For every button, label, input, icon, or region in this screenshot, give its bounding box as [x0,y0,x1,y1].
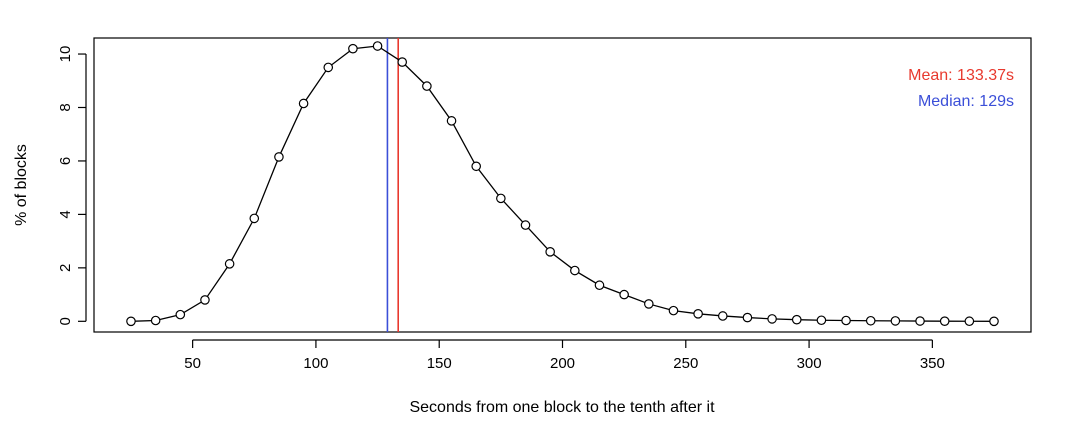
legend-median-label: Median: 129s [918,93,1014,110]
y-tick-label: 6 [57,157,74,165]
y-tick-label: 4 [57,210,74,218]
y-axis: 0 2 4 6 8 10 [57,46,87,325]
data-point [224,259,235,269]
data-point [397,57,408,67]
y-tick-label: 2 [57,264,74,272]
x-tick-label: 50 [184,355,201,372]
plot-frame [93,37,1032,333]
data-point [298,98,309,109]
data-point [717,311,728,321]
data-point [939,316,950,326]
data-point [520,220,531,230]
series-group [126,41,999,327]
x-tick-label: 200 [550,355,575,372]
data-point [865,315,876,326]
x-tick-label: 300 [797,355,822,372]
x-axis-label: Seconds from one block to the tenth afte… [409,399,715,416]
data-point [964,316,975,327]
x-tick-label: 100 [303,355,328,372]
data-point [372,41,383,51]
data-point [767,314,777,324]
x-tick-label: 250 [673,355,698,372]
data-point [644,299,654,309]
y-axis-label: % of blocks [13,144,30,226]
data-point [668,305,679,316]
data-point [742,312,753,323]
data-point [594,280,605,291]
data-point [274,152,284,162]
data-point [348,43,358,54]
data-point [545,247,555,257]
data-point [249,213,260,224]
y-tick-label: 0 [57,317,74,325]
x-tick-label: 350 [920,355,945,372]
data-point [570,265,580,276]
data-point [989,316,999,327]
data-point [126,316,136,327]
x-axis: 50 100 150 200 250 300 350 [184,339,945,372]
data-point [323,62,334,73]
legend: Mean: 133.37s Median: 129s [908,67,1014,110]
data-point [693,309,703,319]
data-point [175,309,186,320]
y-tick-label: 10 [57,46,74,63]
data-point [422,81,432,91]
data-point [791,314,802,325]
data-point [471,161,481,172]
legend-mean-label: Mean: 133.37s [908,67,1014,84]
data-point [446,116,457,126]
data-point [150,315,161,326]
data-point [200,295,210,305]
data-point [619,289,629,300]
series-line [130,45,995,322]
y-tick-label: 8 [57,103,74,111]
reference-lines [386,38,400,332]
data-point [841,315,851,326]
data-point [816,315,827,326]
data-point [496,193,506,204]
x-tick-label: 150 [427,355,452,372]
data-point [890,316,901,326]
data-point [915,316,925,326]
